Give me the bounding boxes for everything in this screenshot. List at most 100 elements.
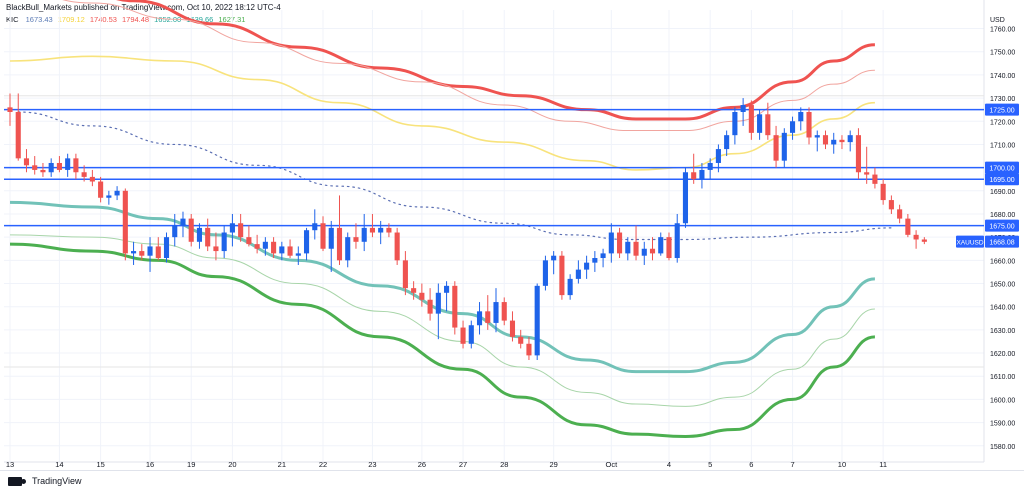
candle-body [864, 172, 870, 175]
grid [4, 0, 985, 463]
last-price-badge [985, 235, 1019, 248]
candle-body [781, 132, 787, 161]
x-tick-label: 21 [278, 460, 286, 469]
candle-body [460, 327, 466, 344]
candle-body [526, 343, 532, 356]
candle-body [921, 239, 927, 242]
indicator-name[interactable]: KIC [6, 15, 19, 24]
candle-body [320, 223, 326, 249]
candle-body [435, 292, 441, 314]
candle-body [542, 260, 548, 286]
y-tick-label: 1740.00 [990, 73, 1015, 80]
candle-body [724, 135, 730, 150]
symbol-label: XAUUSD [956, 240, 983, 247]
y-tick-label: 1720.00 [990, 119, 1015, 126]
y-tick-label: 1660.00 [990, 258, 1015, 265]
candle-body [188, 218, 194, 242]
candle-body [880, 183, 886, 201]
candle-body [608, 232, 614, 254]
y-tick-label: 1630.00 [990, 328, 1015, 335]
candle-body [831, 139, 837, 145]
candle-body [476, 311, 483, 326]
y-tick-label: 1640.00 [990, 305, 1015, 312]
candle-body [378, 227, 384, 233]
price-axis: USD 1580.00 1590.00 1600.00 1610.00 1620.00 16… [956, 0, 1024, 462]
candle-body [180, 218, 186, 226]
candle-body [699, 169, 705, 180]
candle-body [452, 285, 458, 328]
candle-body [798, 111, 804, 122]
y-tick-label: 1710.00 [990, 142, 1015, 149]
indicator-value: 1794.48 [121, 15, 150, 24]
candle-body [839, 139, 845, 143]
candle-body [114, 190, 120, 196]
indicator-value: 1740.53 [89, 15, 117, 24]
candle-body [147, 246, 153, 256]
candle-body [625, 241, 631, 254]
tradingview-logo[interactable]: TradingView [8, 476, 82, 486]
x-tick-label: 23 [368, 460, 376, 469]
candle-body [7, 107, 13, 112]
level-label: 1700.00 [989, 166, 1014, 173]
price-chart[interactable]: 1725.00 1700.00 1695.00 1675.00 USD 1580.00 1… [0, 0, 1024, 470]
x-tick-label: 29 [549, 460, 557, 469]
tradingview-logo-icon [8, 476, 26, 486]
candle-body [196, 227, 203, 242]
candle-body [386, 227, 392, 233]
candle-body [666, 237, 672, 259]
candle-body [163, 237, 170, 259]
y-tick-label: 1730.00 [990, 96, 1015, 103]
level-label: 1725.00 [989, 108, 1014, 115]
candle-body [361, 227, 367, 242]
indicator-value: 1639.66 [186, 15, 214, 24]
candle-body [740, 105, 746, 112]
level-label: 1695.00 [989, 177, 1014, 184]
candle-body [493, 302, 499, 323]
level-badge [985, 103, 1019, 116]
candle-body [353, 237, 359, 242]
y-tick-label: 1760.00 [990, 27, 1015, 34]
candle-body [411, 288, 417, 293]
candle-body [444, 285, 450, 293]
candle-body [559, 255, 565, 296]
band-lower-thin [9, 234, 875, 407]
candle-body [48, 162, 54, 173]
candle-body [715, 149, 721, 163]
currency-label: USD [990, 17, 1005, 24]
candle-body [98, 181, 104, 198]
candle-body [419, 292, 425, 300]
y-tick-label: 1590.00 [990, 421, 1015, 428]
candle-body [328, 227, 334, 249]
candle-body [402, 260, 408, 289]
candle-body [238, 223, 244, 238]
candle-body [32, 165, 38, 170]
symbol-badge [956, 235, 984, 248]
candle-body [641, 248, 647, 256]
x-tick-label: 20 [228, 460, 236, 469]
y-tick-label: 1600.00 [990, 397, 1015, 404]
candle-body [394, 232, 400, 261]
candle-body [575, 269, 581, 279]
x-tick-label: 19 [187, 460, 195, 469]
candle-body [888, 200, 894, 210]
candle-body [312, 223, 318, 231]
last-price-label: 1668.08 [989, 240, 1014, 247]
candle-body [213, 246, 219, 252]
candle-body [773, 135, 779, 161]
candle-body [707, 162, 713, 170]
x-tick-label: 22 [319, 460, 327, 469]
candle-body [765, 114, 771, 136]
candle-body [551, 255, 557, 261]
candle-body [345, 237, 351, 261]
candle-body [229, 223, 235, 233]
y-tick-label: 1620.00 [990, 351, 1015, 358]
candle-body [806, 111, 812, 138]
candle-body [172, 225, 178, 238]
candle-body [518, 336, 524, 344]
x-tick-label: 16 [146, 460, 154, 469]
candle-body [567, 278, 573, 296]
candle-body [40, 169, 46, 173]
candle-body [81, 172, 87, 177]
candle-body [336, 227, 343, 261]
candle-body [501, 302, 507, 321]
